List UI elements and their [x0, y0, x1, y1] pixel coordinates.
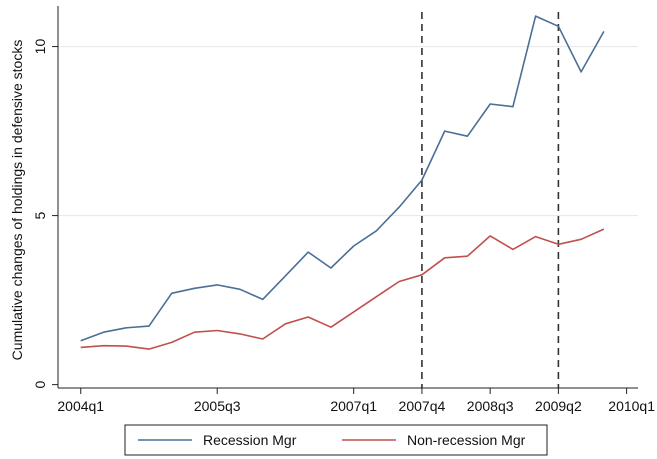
- gridlines: [58, 46, 638, 217]
- series-lines: [80, 15, 605, 350]
- legend-box: [124, 424, 548, 456]
- x-tick-label-2007q1: 2007q1: [330, 398, 377, 414]
- y-axis-title: Cumulative changes of holdings in defens…: [9, 40, 25, 361]
- y-tick-label-5: 5: [32, 211, 48, 219]
- legend-label-non-recession: Non-recession Mgr: [407, 432, 526, 448]
- legend: Recession Mgr Non-recession Mgr: [124, 424, 548, 456]
- x-tick-label-2004q1: 2004q1: [57, 398, 104, 414]
- x-tick-label-2010q1: 2010q1: [608, 398, 655, 414]
- series-line-recession: [80, 15, 605, 342]
- legend-label-recession: Recession Mgr: [203, 432, 297, 448]
- x-tick-label-2009q2: 2009q2: [535, 398, 582, 414]
- x-tick-label-2005q3: 2005q3: [194, 398, 241, 414]
- reference-lines: [421, 12, 560, 388]
- axes: 0 5 10 2004q1 2005q3 2007q1 2007q4 2008q3 2009q2…: [32, 6, 655, 414]
- y-tick-label-0: 0: [32, 381, 48, 389]
- x-tick-label-2008q3: 2008q3: [467, 398, 514, 414]
- series-line-non-recession: [80, 228, 605, 350]
- y-tick-label-10: 10: [32, 39, 48, 55]
- x-tick-label-2007q4: 2007q4: [399, 398, 446, 414]
